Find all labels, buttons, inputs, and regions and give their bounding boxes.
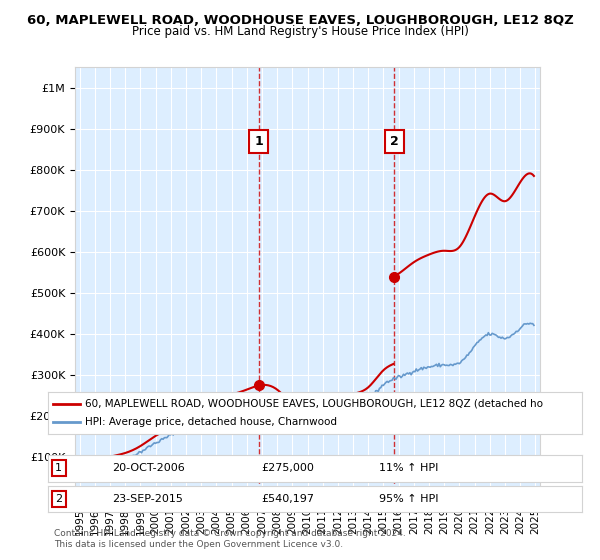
Text: Contains HM Land Registry data © Crown copyright and database right 2024.
This d: Contains HM Land Registry data © Crown c… [54, 529, 406, 549]
Text: Price paid vs. HM Land Registry's House Price Index (HPI): Price paid vs. HM Land Registry's House … [131, 25, 469, 38]
Text: 95% ↑ HPI: 95% ↑ HPI [379, 494, 439, 504]
Text: HPI: Average price, detached house, Charnwood: HPI: Average price, detached house, Char… [85, 417, 337, 427]
Text: 23-SEP-2015: 23-SEP-2015 [112, 494, 183, 504]
Text: £275,000: £275,000 [262, 463, 314, 473]
Text: 1: 1 [254, 134, 263, 148]
Text: 20-OCT-2006: 20-OCT-2006 [112, 463, 185, 473]
Text: 60, MAPLEWELL ROAD, WOODHOUSE EAVES, LOUGHBOROUGH, LE12 8QZ: 60, MAPLEWELL ROAD, WOODHOUSE EAVES, LOU… [26, 14, 574, 27]
Text: 2: 2 [390, 134, 398, 148]
Text: 1: 1 [55, 463, 62, 473]
Text: 2: 2 [55, 494, 62, 504]
Text: 11% ↑ HPI: 11% ↑ HPI [379, 463, 439, 473]
Text: 60, MAPLEWELL ROAD, WOODHOUSE EAVES, LOUGHBOROUGH, LE12 8QZ (detached ho: 60, MAPLEWELL ROAD, WOODHOUSE EAVES, LOU… [85, 399, 544, 409]
Text: £540,197: £540,197 [262, 494, 314, 504]
